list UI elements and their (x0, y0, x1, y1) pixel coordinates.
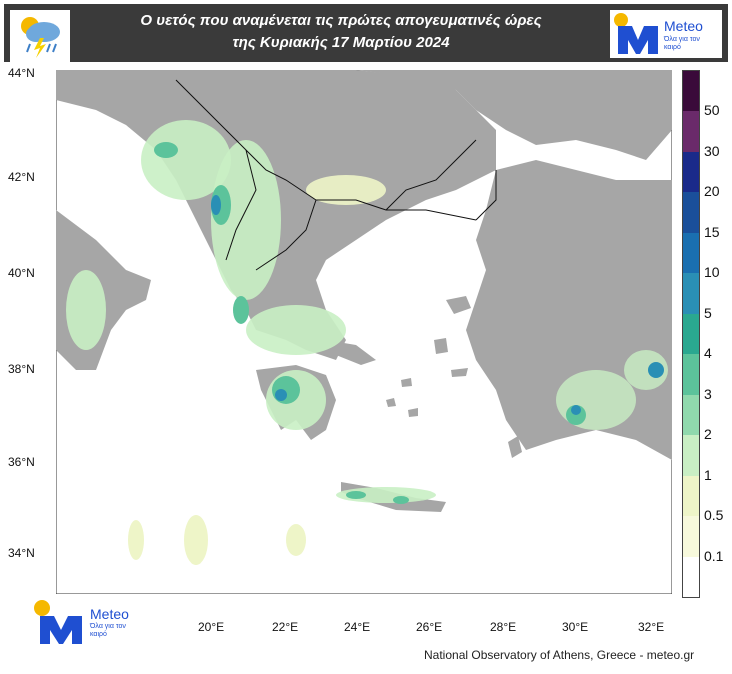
lat-label-40: 40°N (8, 266, 35, 280)
lesvos-island (446, 296, 471, 314)
colorbar-level-label: 2 (704, 426, 712, 443)
colorbar-swatch (683, 475, 699, 517)
lon-label-22: 22°E (272, 620, 299, 634)
weather-icon-tile (10, 10, 70, 62)
colorbar-swatch (683, 556, 699, 597)
title-line-2: της Κυριακής 17 Μαρτίου 2024 (232, 34, 450, 51)
balkan-landmass (56, 70, 672, 160)
colorbar-swatch (683, 394, 699, 436)
colorbar-level-label: 50 (704, 102, 720, 119)
colorbar-swatch (683, 435, 699, 476)
colorbar-level-label: 0.1 (704, 547, 724, 564)
meteo-logo-bottom: Meteo Όλα για τον καιρό (30, 598, 160, 648)
colorbar-swatch (683, 111, 699, 152)
title-line-1: Ο υετός που αναμένεται τις πρώτες απογευ… (140, 12, 542, 29)
colorbar-swatch (683, 516, 699, 557)
precip-heavy (211, 195, 664, 415)
header-bar: Ο υετός που αναμένεται τις πρώτες απογευ… (4, 4, 728, 62)
cyclades-island-1 (386, 398, 396, 407)
colorbar-swatch (683, 354, 699, 395)
cyclades-island-3 (401, 378, 412, 387)
brand-name-bottom: Meteo (90, 606, 129, 622)
lon-label-20: 20°E (198, 620, 225, 634)
precip-light (66, 120, 668, 565)
lat-label-42: 42°N (8, 170, 35, 184)
lon-label-26: 26°E (416, 620, 443, 634)
colorbar-level-label: 20 (704, 183, 720, 200)
meteo-m-icon-bottom (34, 600, 82, 644)
colorbar-swatch (683, 273, 699, 314)
country-borders (175, 79, 497, 271)
colorbar-swatch (683, 192, 699, 233)
source-credit: National Observatory of Athens, Greece -… (424, 648, 695, 662)
colorbar-level-label: 15 (704, 223, 720, 240)
lat-label-38: 38°N (8, 362, 35, 376)
euboea-landmass (326, 340, 376, 365)
colorbar-swatch (683, 313, 699, 355)
brand-tagline-bottom: Όλα για τον καιρό (90, 623, 126, 638)
rhodes-island (508, 436, 522, 458)
colorbar-level-label: 30 (704, 142, 720, 159)
lon-label-30: 30°E (562, 620, 589, 634)
colorbar-swatch (683, 71, 699, 112)
colorbar-swatch (683, 151, 699, 193)
lon-label-24: 24°E (344, 620, 371, 634)
precipitation-map (55, 69, 673, 595)
rain-cloud-lightning-icon (21, 17, 60, 58)
lat-label-36: 36°N (8, 455, 35, 469)
meteo-m-icon (614, 13, 658, 54)
meteo-logo-top: Meteo Όλα για τον καιρό (610, 10, 722, 58)
lat-label-34: 34°N (8, 546, 35, 560)
colorbar-level-label: 3 (704, 385, 712, 402)
map-title: Ο υετός που αναμένεται τις πρώτες απογευ… (76, 10, 606, 58)
colorbar-swatch (683, 232, 699, 274)
precipitation-colorbar (682, 70, 700, 598)
chios-island (434, 338, 448, 354)
colorbar-level-label: 0.5 (704, 507, 724, 524)
colorbar-level-label: 1 (704, 466, 712, 483)
samos-island (451, 368, 468, 377)
lon-label-28: 28°E (490, 620, 517, 634)
lat-label-44: 44°N (8, 66, 35, 80)
map-canvas (55, 69, 673, 595)
colorbar-level-label: 5 (704, 304, 712, 321)
colorbar-level-label: 10 (704, 264, 720, 281)
brand-name: Meteo (664, 18, 703, 34)
brand-tagline: Όλα για τον καιρό (664, 36, 700, 51)
cyclades-island-2 (408, 408, 418, 417)
colorbar-level-label: 4 (704, 345, 712, 362)
lon-label-32: 32°E (638, 620, 665, 634)
